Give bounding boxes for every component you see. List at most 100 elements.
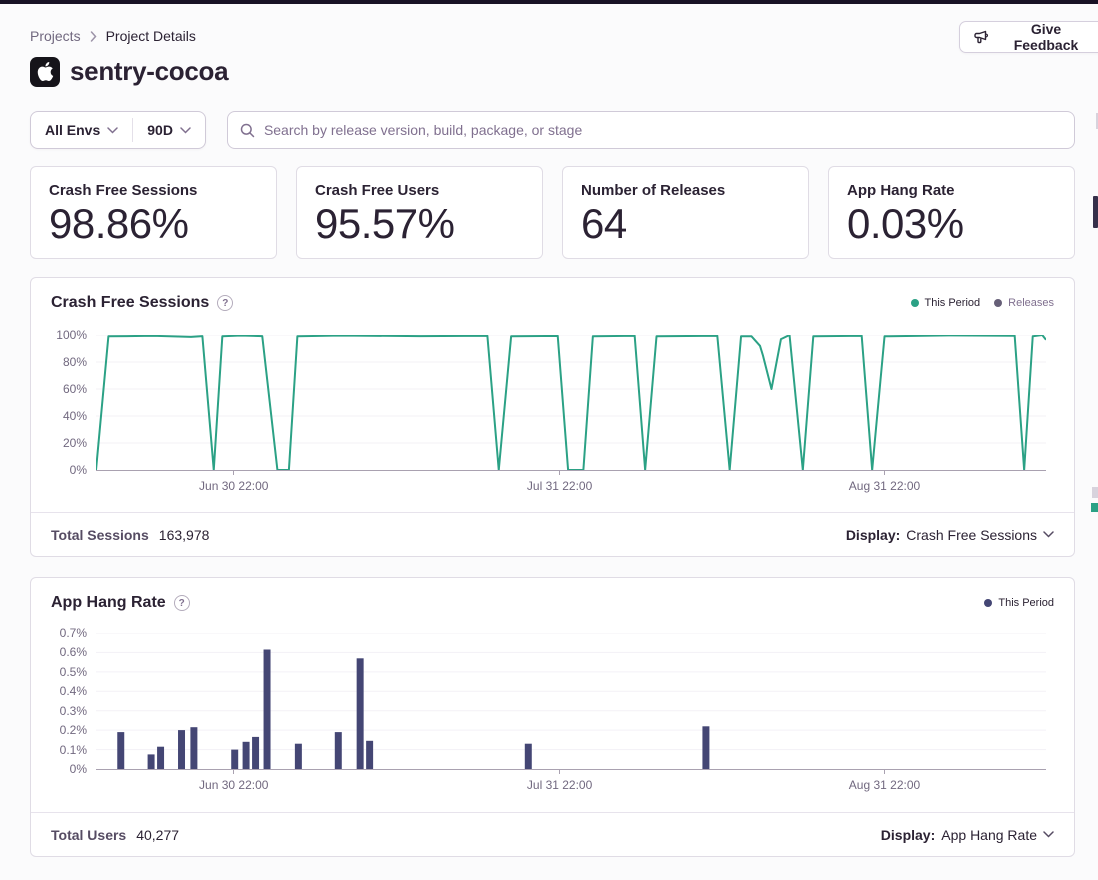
x-axis-label: Jul 31 22:00 bbox=[526, 778, 593, 792]
y-axis-label: 0.6% bbox=[59, 645, 87, 660]
filter-divider bbox=[132, 118, 134, 142]
bar bbox=[231, 749, 239, 769]
x-axis-tick bbox=[884, 770, 885, 774]
y-axis-label: 80% bbox=[62, 355, 87, 369]
y-axis-label: 0.5% bbox=[59, 664, 87, 679]
bar-chart: 0.7% 0.6% 0.5% 0.4% 0.3% 0.2% 0.1% 0% Jun 30 22… bbox=[60, 626, 1046, 796]
chevron-down-icon bbox=[107, 126, 118, 134]
cutoff-content-fragment bbox=[1096, 113, 1098, 129]
total-sessions-value: 163,978 bbox=[158, 526, 210, 543]
stat-card-crash-free-sessions: Crash Free Sessions 98.86% bbox=[30, 166, 277, 259]
period-selector[interactable]: 90D bbox=[133, 112, 205, 148]
x-axis-tick bbox=[233, 770, 235, 774]
help-icon[interactable]: ? bbox=[217, 295, 234, 311]
page-title: sentry-cocoa bbox=[70, 56, 229, 86]
stat-card-app-hang-rate: App Hang Rate 0.03% bbox=[828, 166, 1075, 259]
total-users-value: 40,277 bbox=[136, 826, 180, 843]
bar bbox=[190, 727, 198, 769]
display-selector[interactable]: Display: App Hang Rate bbox=[881, 827, 1054, 843]
x-axis-label: Jun 30 22:00 bbox=[199, 778, 269, 792]
crash-free-sessions-panel: Crash Free Sessions ? This Period Releas… bbox=[30, 277, 1075, 557]
app-hang-rate-panel: App Hang Rate ? This Period 0.7% 0.6% 0.5%… bbox=[30, 577, 1075, 857]
total-sessions-label: Total Sessions bbox=[51, 526, 149, 543]
y-axis-label: 0% bbox=[69, 762, 87, 776]
stat-value: 0.03% bbox=[847, 200, 964, 247]
y-axis-label: 100% bbox=[56, 328, 87, 342]
search-icon bbox=[240, 123, 255, 138]
breadcrumb-projects-link[interactable]: Projects bbox=[30, 28, 81, 44]
breadcrumb-current: Project Details bbox=[105, 28, 196, 44]
legend-dot-purple bbox=[994, 299, 1003, 307]
stat-label: App Hang Rate bbox=[847, 182, 955, 199]
legend-label: This Period bbox=[998, 597, 1054, 609]
y-axis-label: 60% bbox=[62, 382, 87, 396]
chart-legend: This Period Releases bbox=[910, 297, 1054, 309]
stat-card-number-of-releases: Number of Releases 64 bbox=[562, 166, 809, 259]
panel-footer: Total Users 40,277 Display: App Hang Rat… bbox=[31, 812, 1074, 856]
cutoff-content-fragment bbox=[1092, 487, 1098, 498]
filter-group: All Envs 90D bbox=[30, 111, 206, 149]
line-chart-plot[interactable]: 100% 80% 60% 40% 20% 0% bbox=[56, 328, 1046, 477]
bar bbox=[117, 732, 125, 769]
panel-title: Crash Free Sessions bbox=[51, 294, 210, 311]
y-axis-label: 0.1% bbox=[59, 742, 87, 757]
environment-selector[interactable]: All Envs bbox=[31, 112, 132, 148]
x-axis-tick bbox=[559, 471, 561, 475]
legend-dot-teal bbox=[910, 299, 919, 307]
x-axis-label: Jun 30 22:00 bbox=[199, 479, 269, 493]
total-users-label: Total Users bbox=[51, 826, 127, 843]
release-search bbox=[226, 111, 1075, 149]
legend-label: Releases bbox=[1008, 297, 1054, 309]
top-accent-bar bbox=[0, 0, 1098, 4]
display-selector[interactable]: Display: Crash Free Sessions bbox=[846, 527, 1054, 543]
chevron-down-icon bbox=[180, 126, 191, 134]
legend-releases[interactable]: Releases bbox=[994, 297, 1054, 309]
panel-header: App Hang Rate ? This Period bbox=[31, 578, 1074, 614]
y-axis: 0.7% 0.6% 0.5% 0.4% 0.3% 0.2% 0.1% 0% bbox=[31, 626, 87, 776]
legend-this-period[interactable]: This Period bbox=[984, 597, 1054, 609]
legend-label: This Period bbox=[924, 297, 981, 309]
bar bbox=[178, 730, 186, 769]
display-label: Display: bbox=[845, 526, 901, 543]
chevron-down-icon bbox=[1043, 831, 1054, 838]
stat-label: Number of Releases bbox=[581, 182, 726, 199]
legend-this-period[interactable]: This Period bbox=[910, 297, 981, 309]
x-axis-tick bbox=[559, 770, 561, 774]
y-axis-label: 0.3% bbox=[59, 703, 87, 718]
bar bbox=[147, 754, 155, 769]
stat-card-crash-free-users: Crash Free Users 95.57% bbox=[296, 166, 543, 259]
x-axis-label: Jul 31 22:00 bbox=[526, 479, 593, 493]
period-selector-label: 90D bbox=[147, 122, 173, 138]
x-axis-label: Aug 31 22:00 bbox=[848, 778, 921, 792]
y-axis-label: 0.2% bbox=[59, 723, 87, 738]
display-value: App Hang Rate bbox=[941, 826, 1037, 843]
search-input[interactable] bbox=[263, 122, 1062, 138]
stat-label: Crash Free Sessions bbox=[49, 182, 198, 199]
bar bbox=[334, 732, 342, 769]
bar bbox=[294, 743, 302, 769]
y-axis-label: 0.4% bbox=[59, 684, 87, 699]
cutoff-content-fragment bbox=[1093, 196, 1098, 228]
bar bbox=[252, 736, 260, 769]
bar bbox=[702, 726, 710, 769]
y-axis-label: 0% bbox=[69, 463, 87, 477]
chevron-right-icon bbox=[90, 30, 97, 42]
y-axis-label: 40% bbox=[62, 409, 87, 423]
help-icon[interactable]: ? bbox=[173, 595, 190, 611]
megaphone-icon bbox=[973, 30, 989, 45]
filter-row: All Envs 90D bbox=[30, 111, 1075, 149]
panel-title: App Hang Rate bbox=[51, 594, 166, 611]
chevron-down-icon bbox=[1043, 531, 1054, 538]
bar bbox=[157, 746, 165, 769]
give-feedback-button[interactable]: Give Feedback bbox=[959, 21, 1098, 53]
apple-platform-icon bbox=[30, 56, 60, 87]
bar-chart-plot[interactable]: 0.7% 0.6% 0.5% 0.4% 0.3% 0.2% 0.1% 0% bbox=[60, 626, 1046, 776]
breadcrumb: Projects Project Details bbox=[30, 28, 196, 44]
legend-dot-navy bbox=[984, 599, 993, 607]
panel-footer: Total Sessions 163,978 Display: Crash Fr… bbox=[31, 512, 1074, 556]
y-axis: 100% 80% 60% 40% 20% 0% bbox=[31, 328, 87, 477]
stat-value: 95.57% bbox=[315, 200, 455, 247]
environment-selector-label: All Envs bbox=[45, 122, 101, 138]
bar bbox=[242, 741, 250, 769]
